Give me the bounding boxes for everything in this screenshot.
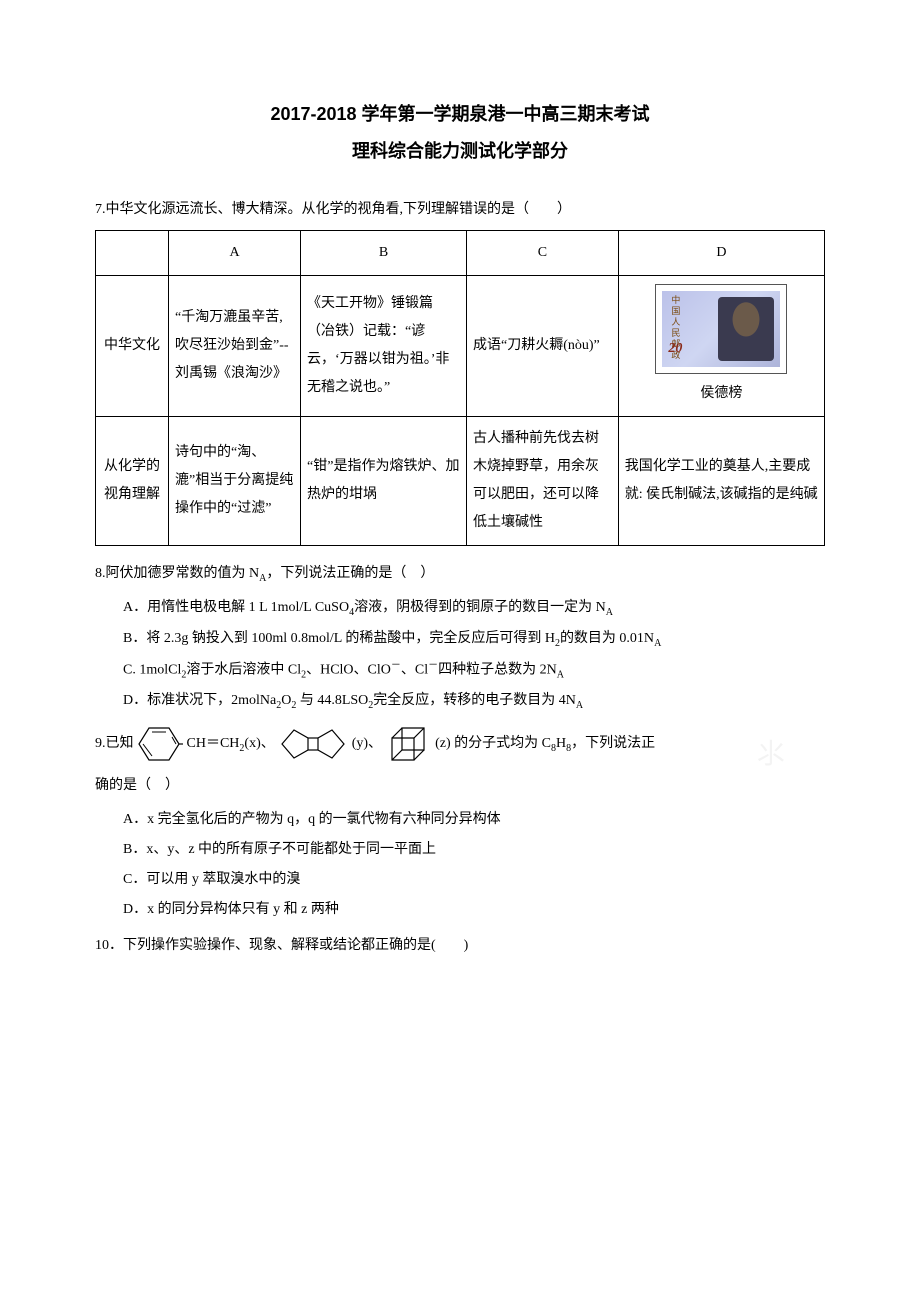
q8-C-m2: 、HClO、ClO <box>306 663 391 678</box>
q7-stem: 7.中华文化源远流长、博大精深。从化学的视角看,下列理解错误的是（ ） <box>95 196 825 224</box>
q8-stem-pre: 8.阿伏加德罗常数的值为 N <box>95 566 259 581</box>
q7-row1-label: 中华文化 <box>96 275 169 416</box>
q8-D-m1: O <box>281 693 291 708</box>
q8-C-end: 四种粒子总数为 2N <box>438 663 557 678</box>
q8-C-pre: C. 1molCl <box>123 663 181 678</box>
q9-opt-C: C．可以用 y 萃取溴水中的溴 <box>123 866 825 894</box>
q9-z-end: ，下列说法正 <box>571 736 655 751</box>
q7-col-C: C <box>466 230 618 275</box>
q7-row2-label: 从化学的视角理解 <box>96 416 169 545</box>
q8-options: A．用惰性电极电解 1 L 1mol/L CuSO4溶液，阴极得到的铜原子的数目… <box>123 594 825 716</box>
q8-D-pre: D．标准状况下，2molNa <box>123 693 276 708</box>
q8-opt-D: D．标准状况下，2molNa2O2 与 44.8LSO2完全反应，转移的电子数目… <box>123 687 825 716</box>
q9-x-suf: (x)、 <box>244 736 274 751</box>
q7-corner <box>96 230 169 275</box>
q7-r1-B: 《天工开物》锤锻篇（冶铁）记载：“谚云，‘万器以钳为祖。’非无稽之说也。” <box>301 275 467 416</box>
q7-r1-A: “千淘万漉虽辛苦,吹尽狂沙始到金”--刘禹锡《浪淘沙》 <box>169 275 301 416</box>
q8-stem-post: ，下列说法正确的是（ ） <box>266 566 434 581</box>
q9-opt-D: D．x 的同分异构体只有 y 和 z 两种 <box>123 896 825 924</box>
q9-opt-B: B．x、y、z 中的所有原子不可能都处于同一平面上 <box>123 836 825 864</box>
page-title: 2017-2018 学年第一学期泉港一中高三期末考试 <box>95 100 825 129</box>
stamp-side-text: 中国人民邮政 <box>666 295 684 361</box>
table-row: 中华文化 “千淘万漉虽辛苦,吹尽狂沙始到金”--刘禹锡《浪淘沙》 《天工开物》锤… <box>96 275 825 416</box>
portrait-icon <box>718 297 774 361</box>
cubane-icon <box>386 724 432 764</box>
q9-stem-line2: 确的是（ ） <box>95 772 825 800</box>
bicyclopentane-icon <box>278 726 348 762</box>
q9-pre: 9.已知 <box>95 736 134 751</box>
q7-r2-D: 我国化学工业的奠基人,主要成就: 侯氏制碱法,该碱指的是纯碱 <box>618 416 824 545</box>
q8-opt-B: B．将 2.3g 钠投入到 100ml 0.8mol/L 的稀盐酸中，完全反应后… <box>123 625 825 654</box>
q7-col-D: D <box>618 230 824 275</box>
q8-D-end: 完全反应，转移的电子数目为 4N <box>373 693 576 708</box>
q8-opt-A: A．用惰性电极电解 1 L 1mol/L CuSO4溶液，阴极得到的铜原子的数目… <box>123 594 825 623</box>
table-row: A B C D <box>96 230 825 275</box>
q10-stem: 10．下列操作实验操作、现象、解释或结论都正确的是( ) <box>95 932 825 960</box>
page-subtitle: 理科综合能力测试化学部分 <box>95 137 825 166</box>
table-row: 从化学的视角理解 诗句中的“淘、漉”相当于分离提纯操作中的“过滤” “钳”是指作… <box>96 416 825 545</box>
q8-D-m2: 与 44.8LSO <box>296 693 368 708</box>
q9-y-suf: (y)、 <box>352 736 382 751</box>
q7-r1-D: 中国人民邮政 20 侯德榜 <box>618 275 824 416</box>
q9-z-pre: (z) 的分子式均为 C <box>435 736 551 751</box>
q8-stem: 8.阿伏加德罗常数的值为 NA，下列说法正确的是（ ） <box>95 560 825 589</box>
q7-r1-C: 成语“刀耕火耨(nòu)” <box>466 275 618 416</box>
q9-opt-A: A．x 完全氢化后的产物为 q，q 的一氯代物有六种同分异构体 <box>123 806 825 834</box>
q7-r2-C: 古人播种前先伐去树木烧掉野草，用余灰可以肥田，还可以降低土壤碱性 <box>466 416 618 545</box>
exam-page: 2017-2018 学年第一学期泉港一中高三期末考试 理科综合能力测试化学部分 … <box>0 0 920 1006</box>
stamp-image: 中国人民邮政 20 <box>655 284 787 374</box>
q9-z-mid: H <box>556 736 566 751</box>
q8-B-pre: B．将 2.3g 钠投入到 100ml 0.8mol/L 的稀盐酸中，完全反应后… <box>123 631 555 646</box>
q7-col-B: B <box>301 230 467 275</box>
q8-C-m1: 溶于水后溶液中 Cl <box>186 663 301 678</box>
stamp-value: 20 <box>668 335 682 363</box>
q8-B-mid: 的数目为 0.01N <box>560 631 654 646</box>
q7-col-A: A <box>169 230 301 275</box>
q8-C-m3: 、Cl <box>401 663 428 678</box>
q8-opt-C: C. 1molCl2溶于水后溶液中 Cl2、HClO、ClO－、Cl－四种粒子总… <box>123 656 825 685</box>
q8-A-mid: 溶液，阴极得到的铜原子的数目一定为 N <box>354 600 606 615</box>
q9-x-label: CH＝CH <box>187 736 240 751</box>
stamp-caption: 侯德榜 <box>625 380 818 408</box>
q9-options: A．x 完全氢化后的产物为 q，q 的一氯代物有六种同分异构体 B．x、y、z … <box>123 806 825 924</box>
q7-r2-A: 诗句中的“淘、漉”相当于分离提纯操作中的“过滤” <box>169 416 301 545</box>
q7-table: A B C D 中华文化 “千淘万漉虽辛苦,吹尽狂沙始到金”--刘禹锡《浪淘沙》… <box>95 230 825 546</box>
benzene-icon <box>137 724 183 764</box>
q7-r2-B: “钳”是指作为熔铁炉、加热炉的坩埚 <box>301 416 467 545</box>
q9-stem: ⺢ 9.已知 CH＝CH2(x)、 (y)、 (z) 的分子式均为 <box>95 724 825 764</box>
q8-A-pre: A．用惰性电极电解 1 L 1mol/L CuSO <box>123 600 349 615</box>
